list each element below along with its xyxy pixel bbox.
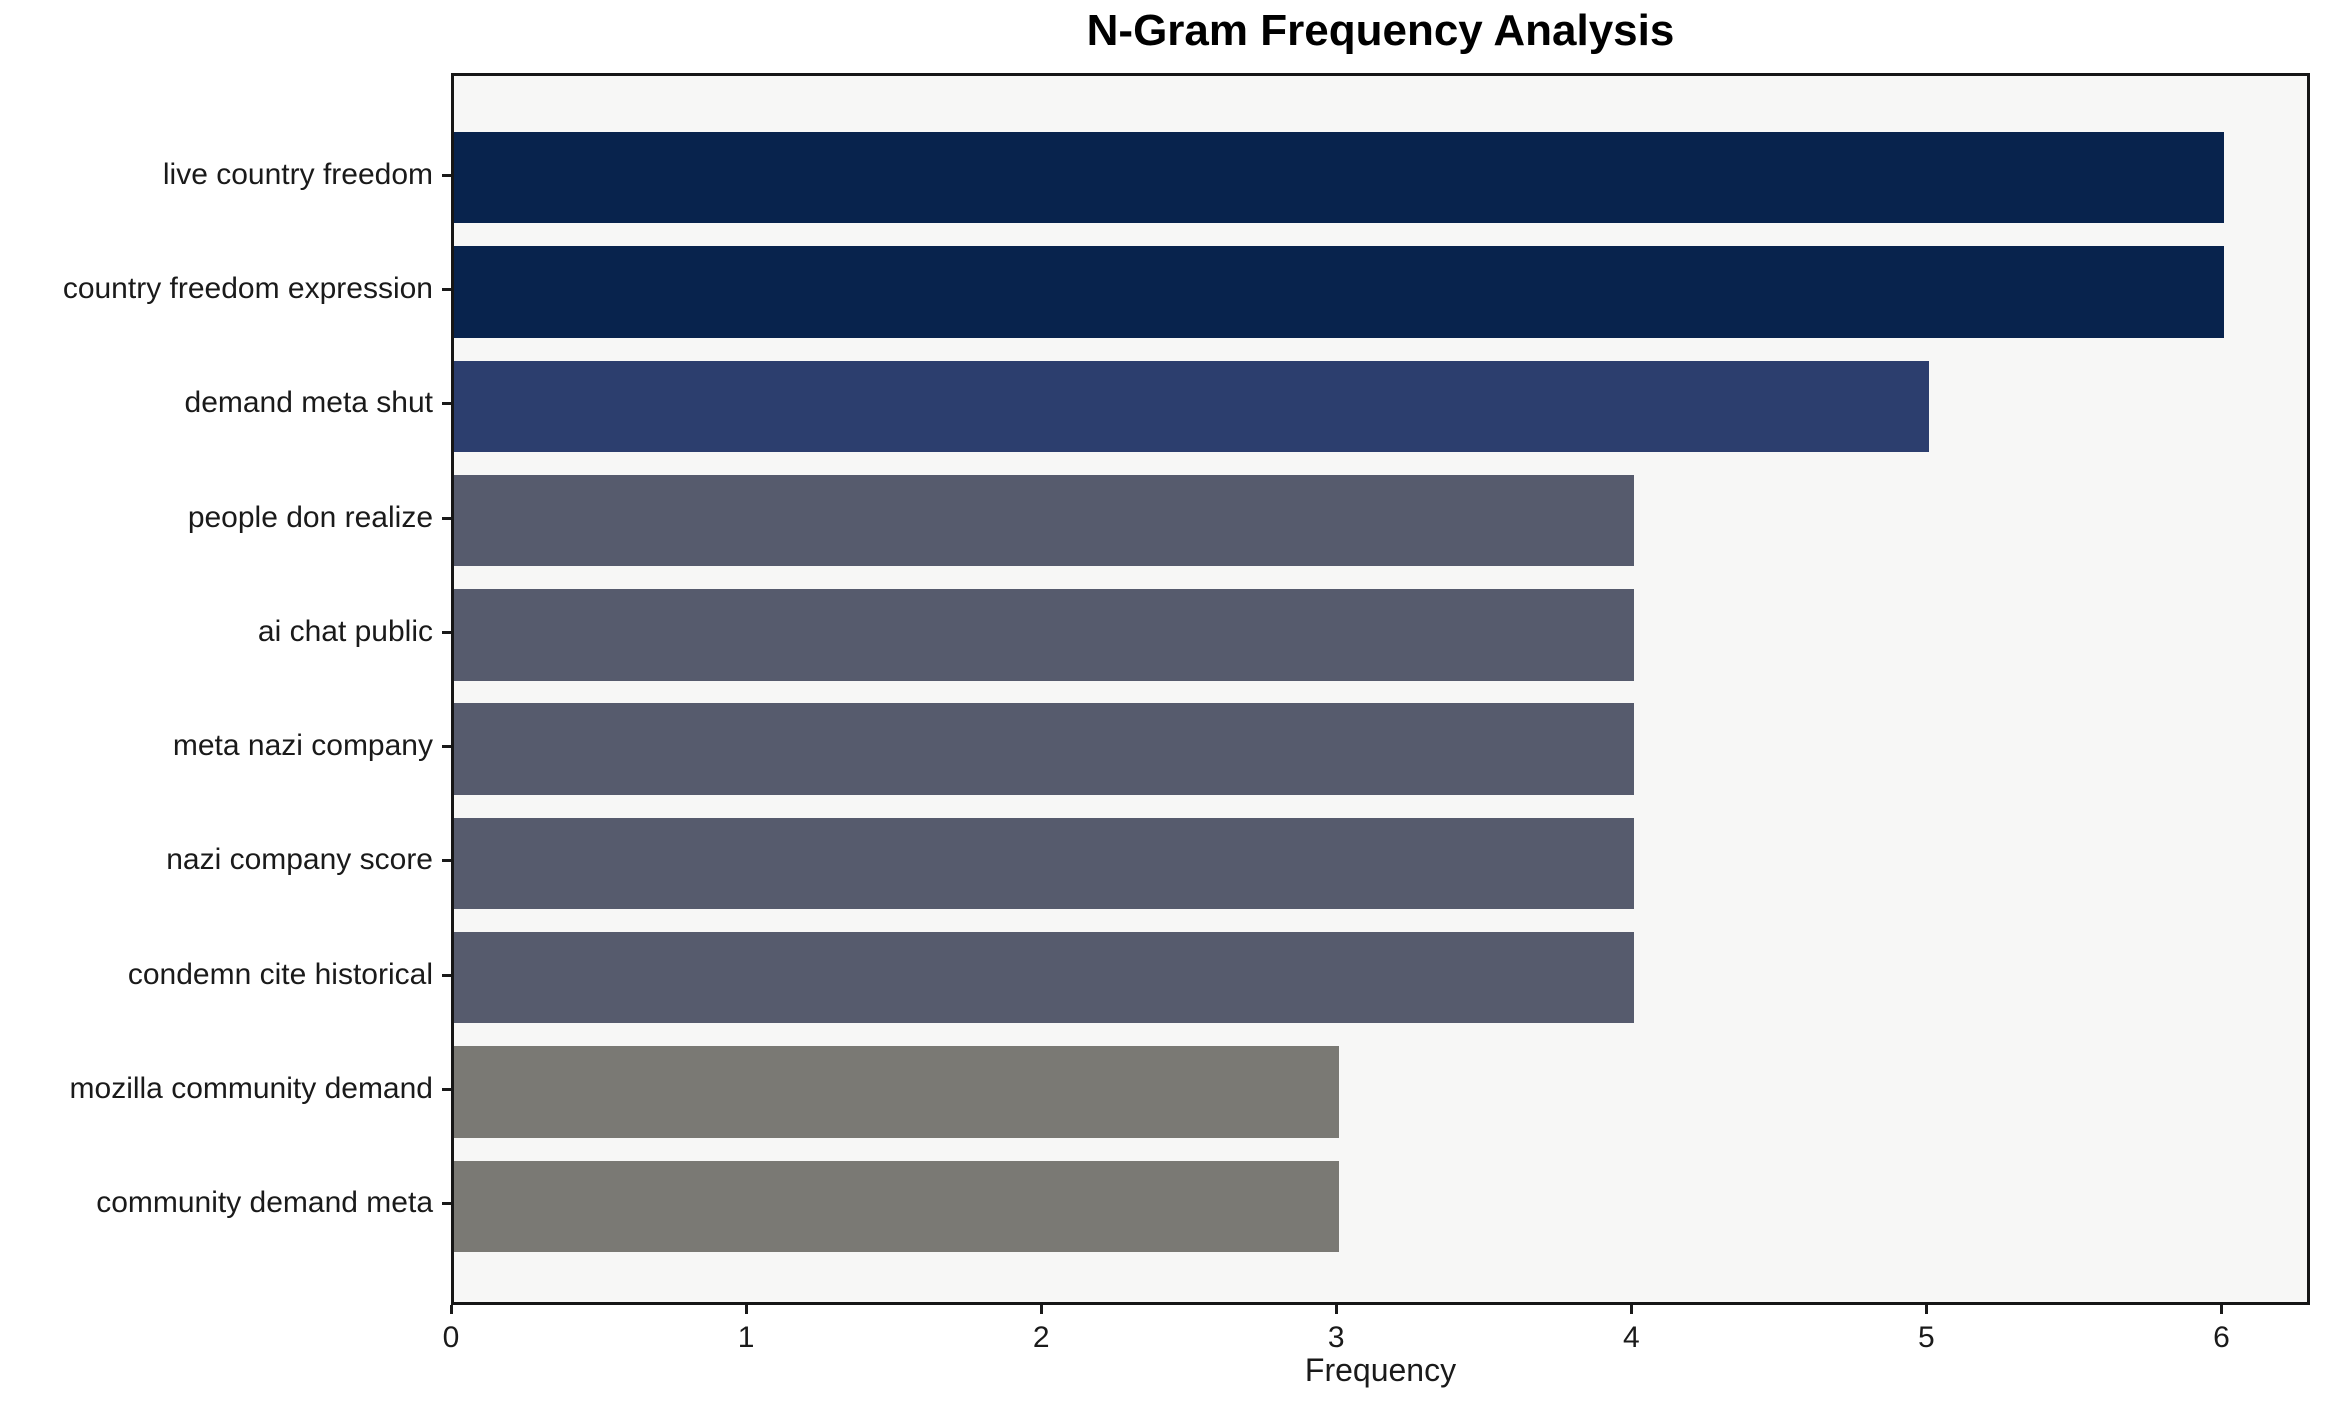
plot-area [451, 73, 2310, 1305]
y-axis-label: mozilla community demand [69, 1072, 433, 1105]
x-tick-label: 6 [2213, 1321, 2230, 1354]
x-tick-mark [1335, 1305, 1339, 1314]
y-tick-mark [442, 973, 451, 977]
bar-nazi-company-score [454, 817, 1635, 910]
y-axis-label: meta nazi company [172, 729, 433, 763]
y-tick-mark [442, 1202, 451, 1206]
bar-mozilla-community-demand [454, 1046, 1340, 1138]
bar-meta-nazi-company [454, 703, 1635, 795]
y-tick-mark [442, 402, 451, 406]
y-tick-mark [442, 173, 451, 177]
y-axis-label: demand meta shut [184, 386, 433, 420]
y-axis-label: country freedom expression [62, 272, 433, 305]
x-tick-mark [450, 1305, 453, 1314]
x-tick-label: 1 [737, 1321, 755, 1354]
x-tick-mark [1630, 1305, 1634, 1314]
y-axis-label: condemn cite historical [127, 957, 433, 991]
y-tick-mark [442, 1088, 451, 1091]
y-axis-label: live country freedom [162, 157, 433, 191]
y-tick-mark [442, 745, 451, 749]
x-tick-label: 4 [1622, 1321, 1640, 1354]
bar-live-country-freedom [454, 132, 2225, 224]
bar-ai-chat-public [454, 589, 1635, 681]
bar-condemn-cite-historical [454, 932, 1635, 1024]
x-axis-label: Frequency [1304, 1352, 1457, 1388]
chart-title: N-Gram Frequency Analysis [1086, 6, 1675, 55]
bar-people-don-realize [454, 474, 1635, 567]
x-tick-mark [1925, 1305, 1929, 1314]
bar-country-freedom-expression [454, 246, 2225, 338]
y-tick-mark [442, 630, 451, 634]
y-tick-mark [442, 288, 451, 291]
x-tick-mark [1040, 1305, 1044, 1314]
bar-community-demand-meta [454, 1160, 1340, 1252]
x-tick-label: 0 [442, 1321, 460, 1354]
bar-demand-meta-shut [454, 360, 1930, 452]
x-tick-mark [2220, 1305, 2224, 1314]
x-tick-label: 2 [1032, 1321, 1050, 1354]
y-axis-label: ai chat public [257, 614, 433, 648]
y-axis-label: nazi company score [166, 843, 433, 877]
x-tick-mark [745, 1305, 749, 1314]
y-tick-mark [442, 516, 451, 520]
y-axis-label: community demand meta [96, 1186, 433, 1220]
x-tick-label: 5 [1918, 1321, 1935, 1354]
y-tick-mark [442, 859, 451, 863]
y-axis-label: people don realize [187, 500, 433, 534]
x-tick-label: 3 [1327, 1321, 1345, 1354]
